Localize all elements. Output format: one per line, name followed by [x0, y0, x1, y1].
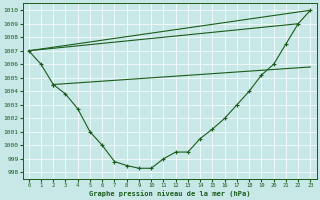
- X-axis label: Graphe pression niveau de la mer (hPa): Graphe pression niveau de la mer (hPa): [89, 190, 250, 197]
